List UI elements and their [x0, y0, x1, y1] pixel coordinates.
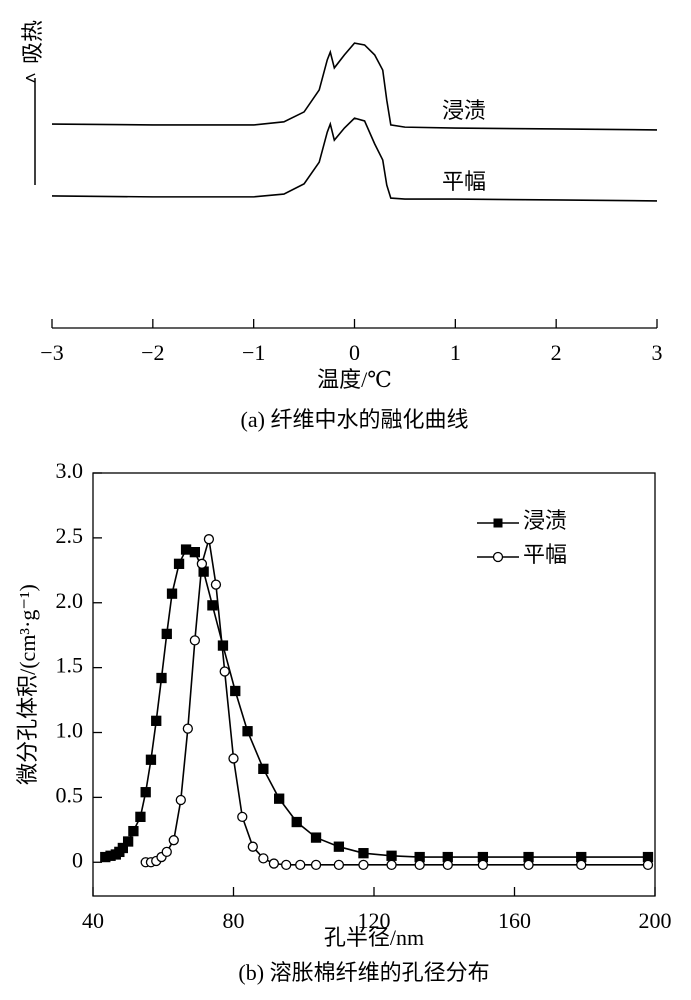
marker: [196, 558, 208, 569]
marker: [156, 672, 167, 684]
x-axis-label: 温度/℃: [317, 367, 392, 392]
marker: [523, 859, 534, 871]
marker: [168, 835, 179, 846]
marker: [258, 763, 269, 774]
series-label: 平幅: [442, 169, 486, 194]
x-tick-label: 0: [349, 340, 360, 365]
plot-frame: [92, 472, 656, 897]
marker: [477, 859, 489, 871]
y-axis-label: 吸热: [20, 20, 45, 64]
marker: [175, 794, 186, 806]
y-tick-label: 2.0: [56, 588, 84, 613]
marker: [230, 685, 241, 697]
series-line: [105, 548, 648, 858]
x-tick-label: −3: [40, 340, 63, 365]
marker: [203, 534, 215, 545]
marker: [576, 859, 587, 871]
x-tick-label: 80: [223, 908, 245, 933]
marker: [274, 793, 285, 804]
marker: [247, 841, 258, 852]
y-tick-label: 1.0: [56, 718, 84, 743]
marker: [386, 859, 397, 871]
marker: [135, 811, 146, 822]
marker: [237, 811, 248, 822]
marker: [281, 859, 292, 871]
x-axis-label: 孔半径/nm: [324, 925, 424, 950]
x-tick-label: 200: [639, 908, 672, 933]
x-tick-label: 160: [498, 908, 531, 933]
marker: [128, 825, 139, 837]
marker: [386, 850, 397, 861]
marker: [228, 753, 239, 764]
marker: [180, 544, 192, 555]
series-line: [51, 117, 658, 202]
y-tick-label: 3.0: [56, 458, 84, 483]
marker: [295, 859, 306, 871]
legend-label: 浸渍: [523, 508, 567, 533]
marker: [207, 600, 218, 611]
marker: [358, 848, 369, 859]
marker: [242, 726, 253, 737]
marker: [189, 635, 201, 646]
x-tick-label: 2: [551, 340, 562, 365]
marker: [358, 859, 369, 871]
marker: [117, 842, 129, 854]
marker: [291, 816, 302, 828]
x-tick-label: −1: [242, 340, 265, 365]
marker: [161, 846, 172, 858]
x-tick-label: 1: [450, 340, 461, 365]
marker: [161, 628, 172, 640]
series-line: [51, 42, 658, 131]
y-tick-label: 1.5: [56, 653, 84, 678]
x-tick-label: 3: [652, 340, 663, 365]
y-tick-label: 2.5: [56, 523, 84, 548]
marker: [268, 858, 280, 869]
legend-marker: [492, 551, 504, 563]
caption: (a) 纤维中水的融化曲线: [241, 407, 469, 432]
marker: [333, 859, 345, 871]
marker: [145, 754, 157, 765]
marker: [122, 836, 134, 847]
marker: [333, 841, 345, 852]
marker: [258, 853, 269, 864]
marker: [414, 859, 425, 871]
legend-marker: [493, 518, 503, 528]
marker: [140, 787, 151, 798]
y-axis-label: 微分孔体积/(cm³·g⁻¹): [15, 584, 40, 785]
marker: [310, 859, 322, 871]
marker: [189, 547, 201, 558]
y-tick-label: 0.5: [56, 782, 84, 807]
series-line: [145, 538, 648, 866]
marker: [442, 859, 453, 871]
marker: [151, 715, 162, 726]
caption: (b) 溶胀棉纤维的孔径分布: [238, 960, 489, 985]
legend-label: 平幅: [523, 542, 567, 567]
marker: [642, 859, 654, 871]
x-tick-label: −2: [141, 340, 164, 365]
marker: [182, 723, 193, 734]
marker: [310, 832, 322, 843]
y-tick-label: 0: [72, 847, 83, 872]
x-tick-label: 40: [82, 908, 104, 933]
series-label: 浸渍: [442, 98, 486, 123]
marker: [210, 579, 222, 590]
marker: [166, 588, 178, 599]
marker: [219, 666, 230, 677]
marker: [173, 558, 185, 569]
x-tick-label: 120: [358, 908, 391, 933]
